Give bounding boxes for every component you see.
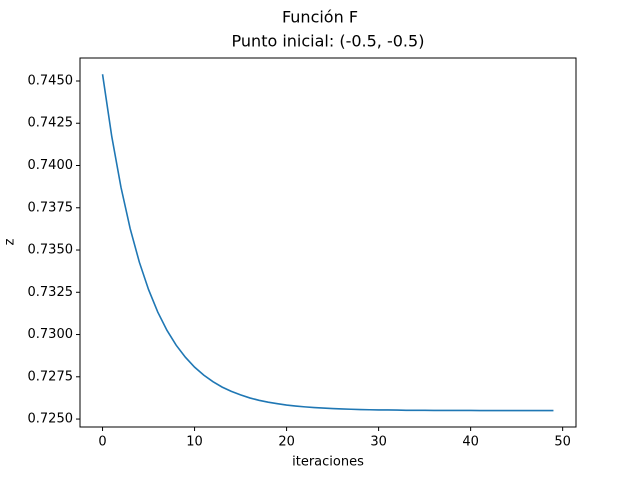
plot-frame [79, 57, 577, 428]
y-tick-label: 0.7250 [28, 412, 74, 427]
x-tick-label: 0 [98, 435, 106, 450]
chart-subtitle: Punto inicial: (-0.5, -0.5) [232, 32, 425, 51]
line [101, 74, 554, 412]
chart-title: Función F [282, 8, 358, 27]
y-tick-label: 0.7275 [28, 369, 74, 384]
y-axis-label: z [3, 238, 18, 245]
y-tick-label: 0.7375 [28, 200, 74, 215]
y-tick-label: 0.7425 [28, 116, 74, 131]
y-tick-label: 0.7450 [28, 73, 74, 88]
y-tick-label: 0.7350 [28, 243, 74, 258]
x-tick-label: 10 [186, 435, 203, 450]
y-tick-label: 0.7400 [28, 158, 74, 173]
x-tick-label: 40 [462, 435, 479, 450]
x-axis-label: iteraciones [292, 455, 364, 470]
x-tick-label: 50 [554, 435, 571, 450]
x-tick-label: 30 [370, 435, 387, 450]
x-tick-label: 20 [278, 435, 295, 450]
y-tick-label: 0.7300 [28, 327, 74, 342]
y-tick-label: 0.7325 [28, 285, 74, 300]
